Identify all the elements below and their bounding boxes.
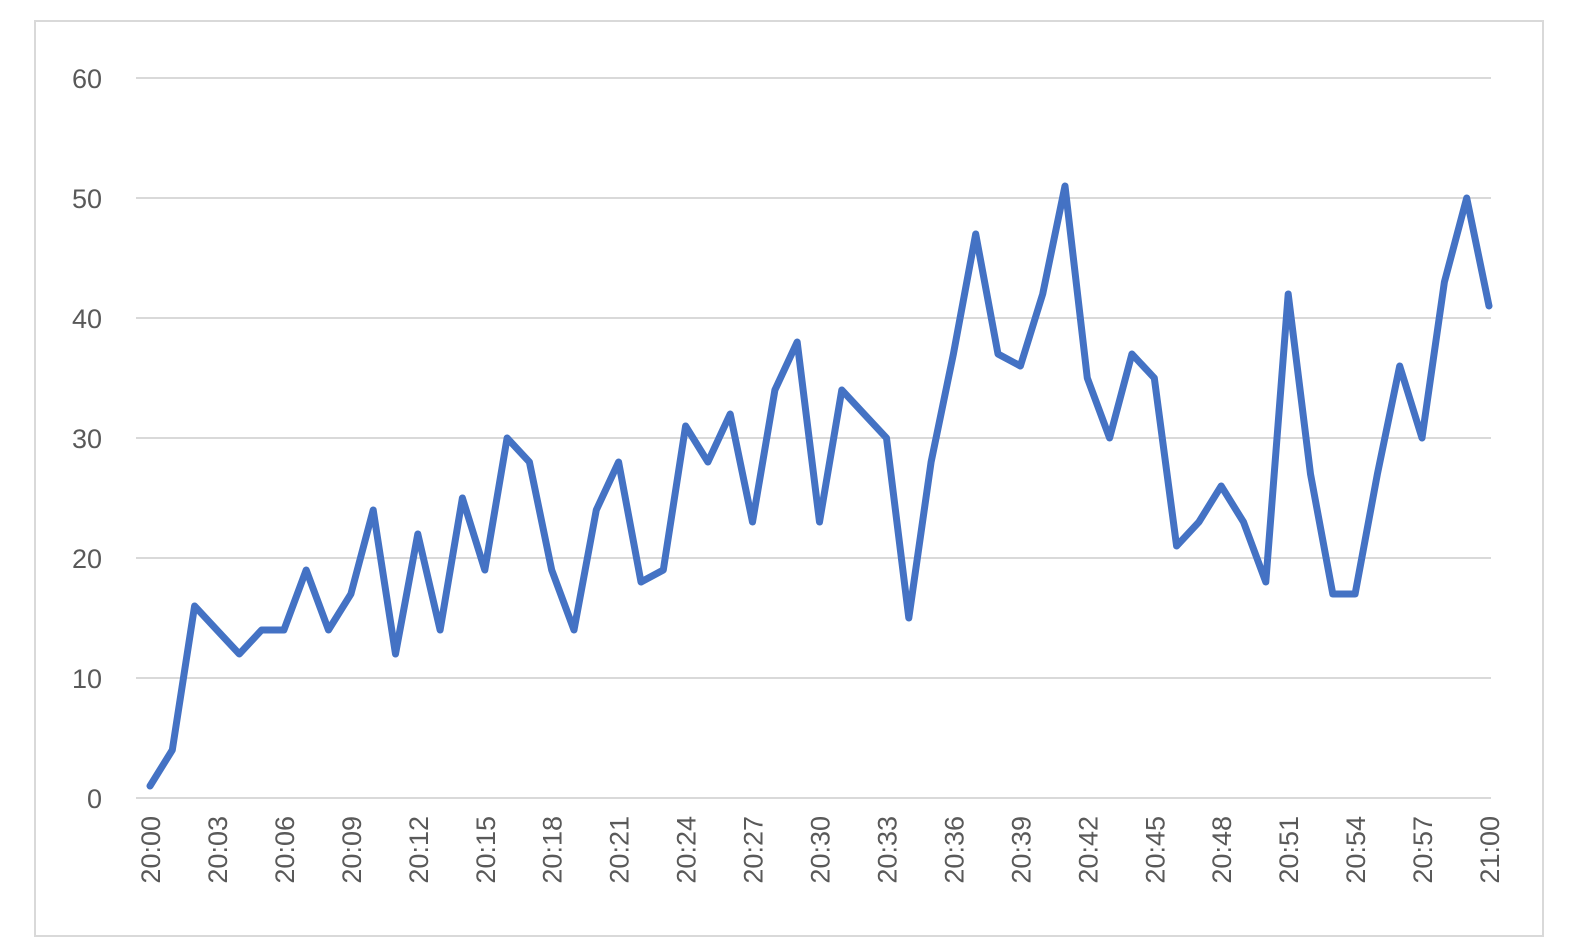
data-point [1330, 591, 1336, 597]
data-point [1374, 471, 1380, 477]
data-point [950, 351, 956, 357]
data-point [192, 603, 198, 609]
data-point [1464, 195, 1470, 201]
x-tick-label: 20:24 [672, 816, 702, 884]
x-tick-label: 20:54 [1341, 816, 1371, 884]
x-tick-label: 20:45 [1140, 816, 1170, 884]
data-point [973, 231, 979, 237]
data-point [995, 351, 1001, 357]
x-tick-label: 20:51 [1274, 816, 1304, 884]
data-point [482, 567, 488, 573]
data-point [817, 519, 823, 525]
data-point [683, 423, 689, 429]
data-point [1151, 375, 1157, 381]
data-point [147, 783, 153, 789]
data-point [281, 627, 287, 633]
series-line-0 [146, 182, 1493, 790]
data-point [1218, 483, 1224, 489]
data-point [549, 567, 555, 573]
data-point [1241, 519, 1247, 525]
data-point [883, 435, 889, 441]
data-point [1017, 363, 1023, 369]
x-tick-label: 20:06 [270, 816, 300, 884]
chart-frame: 0 10 20 30 40 50 60 20:00 20:03 20:06 20:09 20:12 2… [34, 20, 1544, 937]
data-point [906, 615, 912, 621]
y-tick-label: 60 [72, 64, 102, 94]
data-point [214, 627, 220, 633]
data-point [1040, 291, 1046, 297]
x-tick-label: 20:15 [471, 816, 501, 884]
gridlines [136, 77, 1491, 799]
data-point [1263, 579, 1269, 585]
data-point [571, 627, 577, 633]
y-axis-tick-labels: 0 10 20 30 40 50 60 [72, 64, 102, 814]
data-point [616, 459, 622, 465]
x-tick-label: 20:00 [136, 816, 166, 884]
data-point [794, 339, 800, 345]
y-tick-label: 10 [72, 664, 102, 694]
data-point [1174, 543, 1180, 549]
data-point [839, 387, 845, 393]
x-tick-label: 21:00 [1475, 816, 1505, 884]
y-tick-label: 50 [72, 184, 102, 214]
data-point [1307, 471, 1313, 477]
data-point [303, 567, 309, 573]
data-point [526, 459, 532, 465]
x-axis-tick-labels: 20:00 20:03 20:06 20:09 20:12 20:15 20:18 20:21… [136, 816, 1505, 884]
data-point [861, 411, 867, 417]
data-point [392, 651, 398, 657]
data-point [638, 579, 644, 585]
series-layer [146, 182, 1493, 790]
x-tick-label: 20:18 [538, 816, 568, 884]
data-point [593, 507, 599, 513]
data-point [660, 567, 666, 573]
x-tick-label: 20:21 [605, 816, 635, 884]
data-point [348, 591, 354, 597]
data-point [459, 495, 465, 501]
data-point [169, 747, 175, 753]
y-tick-label: 0 [87, 784, 102, 814]
data-point [504, 435, 510, 441]
x-tick-label: 20:48 [1207, 816, 1237, 884]
x-tick-label: 20:42 [1073, 816, 1103, 884]
x-tick-label: 20:57 [1408, 816, 1438, 884]
y-tick-label: 20 [72, 544, 102, 574]
x-tick-label: 20:30 [806, 816, 836, 884]
data-point [1196, 519, 1202, 525]
data-point [1419, 435, 1425, 441]
x-tick-label: 20:03 [203, 816, 233, 884]
data-point [1352, 591, 1358, 597]
data-point [415, 531, 421, 537]
y-tick-label: 40 [72, 304, 102, 334]
data-point [1062, 183, 1068, 189]
data-point [1129, 351, 1135, 357]
data-point [1486, 303, 1492, 309]
data-point [370, 507, 376, 513]
x-tick-label: 20:27 [739, 816, 769, 884]
data-point [1397, 363, 1403, 369]
x-tick-label: 20:39 [1006, 816, 1036, 884]
x-tick-label: 20:12 [404, 816, 434, 884]
data-point [750, 519, 756, 525]
x-tick-label: 20:36 [939, 816, 969, 884]
data-point [1084, 375, 1090, 381]
data-point [705, 459, 711, 465]
data-point [727, 411, 733, 417]
data-point [928, 459, 934, 465]
data-point [259, 627, 265, 633]
data-point [1441, 279, 1447, 285]
x-tick-label: 20:33 [872, 816, 902, 884]
data-point [437, 627, 443, 633]
y-tick-label: 30 [72, 424, 102, 454]
data-point [326, 627, 332, 633]
data-point [1285, 291, 1291, 297]
data-point [236, 651, 242, 657]
data-point [1107, 435, 1113, 441]
data-point [772, 387, 778, 393]
x-tick-label: 20:09 [337, 816, 367, 884]
